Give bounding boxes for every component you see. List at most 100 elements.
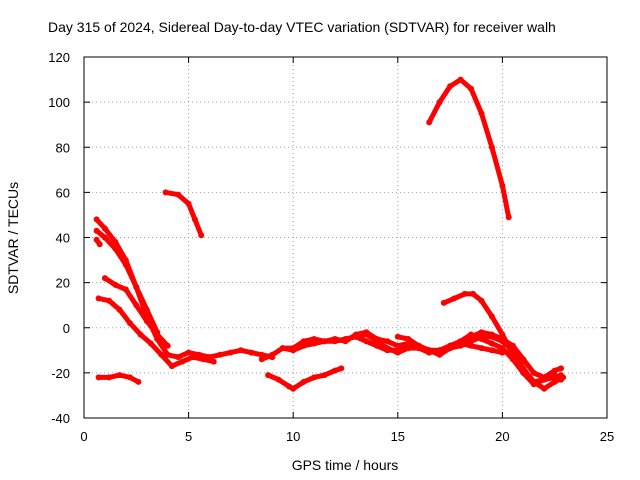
data-point <box>189 354 196 361</box>
x-tick-label: 15 <box>391 429 405 444</box>
data-point <box>488 144 495 151</box>
data-point <box>353 333 359 340</box>
data-point <box>405 345 412 352</box>
chart-title: Day 315 of 2024, Sidereal Day-to-day VTE… <box>48 19 556 35</box>
data-point <box>93 216 100 223</box>
y-tick-label: 120 <box>48 50 70 65</box>
data-point <box>237 347 244 354</box>
data-point <box>168 363 175 370</box>
data-point <box>415 342 422 349</box>
data-point <box>551 372 558 379</box>
data-point <box>133 302 140 309</box>
data-point <box>112 239 119 245</box>
data-point <box>127 374 133 381</box>
data-point <box>175 354 182 361</box>
data-point <box>499 331 506 338</box>
x-tick-labels: 0 5 10 15 20 25 <box>80 429 614 444</box>
data-point <box>191 216 198 223</box>
data-point <box>373 338 380 345</box>
data-point <box>488 347 495 354</box>
data-point <box>436 347 443 354</box>
data-point <box>384 345 391 352</box>
data-point <box>426 119 433 126</box>
data-point <box>384 338 391 345</box>
y-tick-label: 20 <box>56 276 70 291</box>
data-point <box>478 329 485 336</box>
data-point <box>137 331 144 338</box>
data-point <box>530 369 537 376</box>
data-point <box>133 284 140 291</box>
data-point <box>198 232 205 239</box>
data-point <box>394 349 401 356</box>
data-point <box>541 376 548 383</box>
data-point <box>363 338 370 345</box>
data-point <box>122 286 129 293</box>
y-axis-label: SDTVAR / TECUs <box>5 182 21 294</box>
data-point <box>405 336 412 342</box>
data-point <box>488 313 495 320</box>
data-point <box>520 356 527 363</box>
data-point <box>394 333 401 340</box>
data-point <box>101 275 108 282</box>
data-point <box>551 367 558 374</box>
data-point <box>154 331 161 338</box>
data-point <box>470 290 477 297</box>
data-point <box>179 358 186 365</box>
data-point <box>551 378 558 385</box>
x-tick-label: 10 <box>286 429 300 444</box>
data-point <box>321 338 328 345</box>
data-point <box>106 374 113 381</box>
data-point <box>227 349 234 356</box>
data-point <box>363 331 370 338</box>
data-point <box>457 338 464 345</box>
data-point <box>143 306 150 313</box>
data-point <box>451 295 458 302</box>
x-tick-label: 20 <box>495 429 509 444</box>
data-point <box>185 349 192 356</box>
data-point <box>116 372 123 379</box>
data-point <box>217 351 223 358</box>
y-tick-label: 100 <box>48 95 70 110</box>
data-point <box>468 333 474 340</box>
data-point <box>143 318 150 324</box>
data-point <box>461 290 468 297</box>
data-point <box>342 336 349 342</box>
data-point <box>311 374 318 381</box>
data-point <box>158 351 165 358</box>
data-point <box>93 227 100 234</box>
data-point <box>95 295 102 302</box>
data-point <box>478 345 485 352</box>
x-tick-label: 0 <box>80 429 87 444</box>
data-point <box>426 347 433 354</box>
data-point <box>541 385 548 392</box>
data-point <box>440 299 447 306</box>
data-point <box>311 340 318 347</box>
data-point <box>447 83 454 90</box>
data-point <box>499 345 506 352</box>
y-tick-label: 40 <box>56 231 70 246</box>
data-point <box>447 342 454 349</box>
data-point <box>127 320 133 327</box>
data-point <box>394 342 401 349</box>
data-point <box>101 234 108 241</box>
data-point <box>468 85 474 92</box>
y-tick-label: 80 <box>56 140 70 155</box>
data-point <box>112 281 119 288</box>
data-point <box>290 347 297 354</box>
data-point <box>311 336 318 342</box>
data-point <box>457 76 464 83</box>
data-point <box>530 378 537 385</box>
y-tick-labels: -40 -20 0 20 40 60 80 100 120 <box>48 50 70 426</box>
x-tick-label: 25 <box>600 429 614 444</box>
data-point <box>112 245 119 252</box>
data-point <box>488 340 495 347</box>
data-point <box>558 365 564 372</box>
data-point <box>300 338 307 345</box>
y-tick-label: -40 <box>51 411 70 426</box>
data-point <box>164 342 171 349</box>
data-point <box>321 372 328 379</box>
data-point <box>185 200 192 207</box>
data-point <box>116 306 123 313</box>
data-series <box>93 76 567 392</box>
